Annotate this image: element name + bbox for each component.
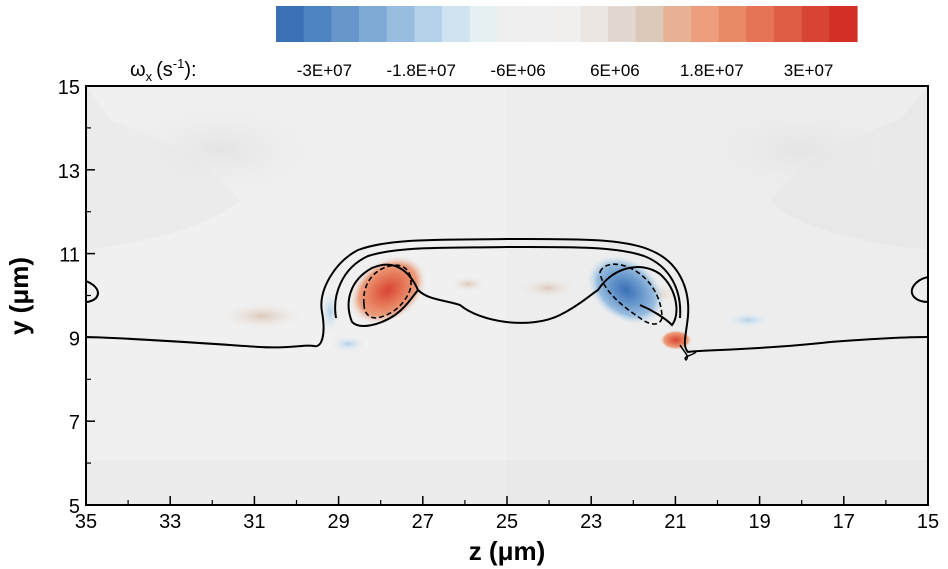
colorbar-swatch <box>608 6 637 42</box>
colorbar-swatch <box>774 6 803 42</box>
x-axis-title: z (μm) <box>469 536 546 566</box>
vortex-dashed-contour <box>599 263 663 325</box>
weak-negative-lobe <box>330 336 366 352</box>
interface-contour <box>86 237 928 354</box>
y-axis: 5 7 9 11 13 15 <box>58 77 95 518</box>
field-background-shade <box>86 460 928 505</box>
y-tick-label: 15 <box>58 77 80 99</box>
interface-contour <box>351 289 419 327</box>
x-tick-label: 19 <box>748 511 770 533</box>
interface-contour <box>86 280 99 303</box>
x-tick-label: 21 <box>664 511 686 533</box>
colorbar-swatch <box>469 6 498 42</box>
field-background-shade <box>100 95 340 205</box>
weak-positive-lobe <box>450 276 486 292</box>
colorbar-swatch <box>303 6 332 42</box>
interface-contour <box>347 263 678 327</box>
colorbar-swatch <box>359 6 388 42</box>
field-background-shade <box>680 95 920 205</box>
x-tick-label: 15 <box>917 511 939 533</box>
colorbar <box>276 6 858 42</box>
colorbar-tick-label: -3E+07 <box>297 61 352 80</box>
colorbar-title: ωx (s-1): <box>130 56 197 84</box>
colorbar-swatch <box>580 6 609 42</box>
vortex-dashed-contour <box>363 264 412 319</box>
positive-vortex-secondary <box>660 330 692 350</box>
colorbar-swatch <box>691 6 720 42</box>
x-tick-label: 25 <box>496 511 518 533</box>
colorbar-swatch <box>635 6 664 42</box>
y-tick-label: 13 <box>58 161 80 183</box>
colorbar-tick-label: -6E+06 <box>490 61 545 80</box>
colorbar-swatch <box>801 6 830 42</box>
colorbar-swatch <box>663 6 692 42</box>
colorbar-swatch <box>331 6 360 42</box>
vorticity-field <box>86 86 928 505</box>
interface-contour <box>334 245 682 319</box>
interface-contour <box>910 276 928 303</box>
colorbar-tick-label: 3E+07 <box>784 61 834 80</box>
weak-positive-lobe <box>217 302 307 330</box>
colorbar-swatch <box>552 6 581 42</box>
colorbar-tick-label: 1.8E+07 <box>680 61 744 80</box>
colorbar-swatch <box>829 6 858 42</box>
colorbar-swatch <box>746 6 775 42</box>
x-axis: 35 33 31 29 27 25 23 21 19 17 15 <box>75 496 939 533</box>
y-tick-label: 7 <box>69 412 80 434</box>
colorbar-swatch <box>386 6 415 42</box>
colorbar-tick-label: -1.8E+07 <box>387 61 456 80</box>
y-axis-title: y (μm) <box>4 257 34 335</box>
y-tick-label: 5 <box>69 496 80 518</box>
x-tick-label: 31 <box>243 511 265 533</box>
svg-text:ωx(s-1):: ωx (s-1): <box>130 56 197 84</box>
colorbar-swatch <box>718 6 747 42</box>
weak-negative-lobe <box>726 312 770 328</box>
y-tick-label: 11 <box>59 245 80 267</box>
x-tick-label: 29 <box>327 511 349 533</box>
interface-contour <box>679 344 697 362</box>
y-tick-label: 9 <box>69 328 80 350</box>
colorbar-swatch <box>497 6 526 42</box>
colorbar-swatch <box>442 6 471 42</box>
colorbar-tick-label: 6E+06 <box>590 61 640 80</box>
colorbar-swatch <box>276 6 305 42</box>
x-tick-label: 35 <box>75 511 97 533</box>
x-tick-label: 27 <box>412 511 434 533</box>
x-tick-label: 17 <box>833 511 855 533</box>
x-tick-label: 23 <box>580 511 602 533</box>
x-tick-label: 33 <box>159 511 181 533</box>
colorbar-swatch <box>525 6 554 42</box>
weak-positive-lobe <box>518 278 578 298</box>
colorbar-swatch <box>414 6 443 42</box>
